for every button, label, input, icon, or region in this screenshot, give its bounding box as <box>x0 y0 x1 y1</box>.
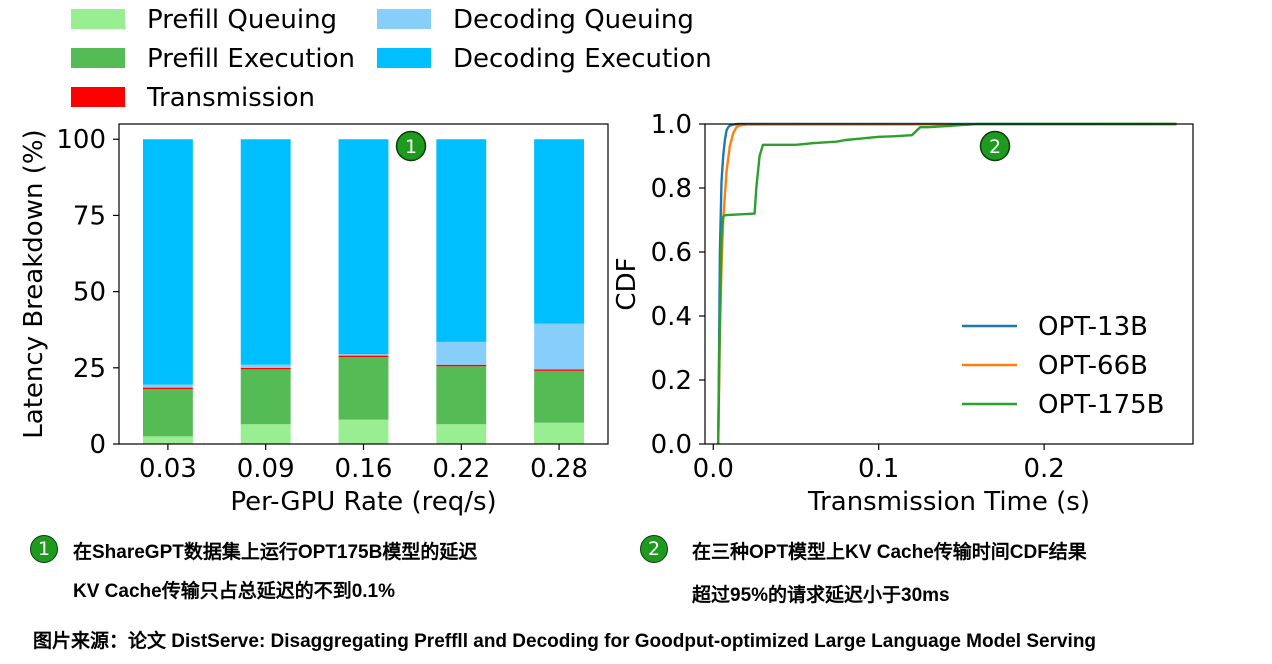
legend-swatch-0 <box>71 9 125 29</box>
bar-chart-ylabel: Latency Breakdown (%) <box>19 129 49 438</box>
cdf-y-tick-label-4: 0.8 <box>651 174 692 204</box>
stacked-bar-chart: 0.03 0.09 0.16 0.22 0.28 0 25 50 75 100 Per-GPU Ra… <box>19 123 609 517</box>
y-tick-label-1: 25 <box>73 354 106 384</box>
bar-0.28-prefill-execution <box>534 370 585 423</box>
bar-0.28-transmission <box>534 369 585 371</box>
cdf-y-tick-label-0: 0.0 <box>651 430 692 460</box>
bar-chart-frame <box>118 123 609 445</box>
x-tick-label-0: 0.03 <box>139 454 197 484</box>
figure-canvas: Prefill Queuing Decoding Queuing Prefill E… <box>19 5 1194 517</box>
bar-0.22-prefill-execution <box>436 366 487 425</box>
bar-0.16-prefill-queuing <box>338 419 389 444</box>
annotation-right-line1: 在三种OPT模型上KV Cache传输时间CDF结果 <box>692 542 1087 563</box>
cdf-y-tick-label-3: 0.6 <box>651 238 692 268</box>
cdf-x-tick-label-2: 0.2 <box>1023 454 1064 484</box>
legend-swatch-3 <box>377 48 431 68</box>
cdf-legend-label-0: OPT-13B <box>1038 312 1148 342</box>
bar-0.16-decoding-execution <box>338 139 389 355</box>
cdf-y-tick-label-5: 1.0 <box>651 110 692 140</box>
bar-0.09-transmission <box>240 367 291 370</box>
x-tick-label-1: 0.09 <box>237 454 295 484</box>
badge-2-icon: 2 <box>640 535 668 563</box>
legend-label-4: Transmission <box>146 83 315 113</box>
chart-badge-2-icon: 2 <box>979 130 1011 162</box>
bar-0.03-transmission <box>142 387 193 390</box>
bar-0.16-transmission <box>338 355 389 358</box>
bar-0.22-decoding-execution <box>436 139 487 342</box>
bar-0.03-decoding-execution <box>142 139 193 385</box>
cdf-legend-label-1: OPT-66B <box>1038 351 1148 381</box>
legend-label-1: Decoding Queuing <box>453 5 694 35</box>
chart-badge-1-icon: 1 <box>395 130 427 162</box>
x-tick-label-2: 0.16 <box>335 454 393 484</box>
legend-swatch-2 <box>71 48 125 68</box>
x-tick-label-3: 0.22 <box>432 454 490 484</box>
chart-badge-2-text: 2 <box>989 136 1001 158</box>
cdf-x-tick-label-0: 0.0 <box>693 454 734 484</box>
bar-0.03-decoding-queuing <box>142 384 193 388</box>
legend-label-0: Prefill Queuing <box>147 5 337 35</box>
bar-0.09-prefill-execution <box>240 369 291 425</box>
cdf-chart-frame <box>704 123 1194 445</box>
bar-0.03-prefill-queuing <box>142 436 193 444</box>
legend: Prefill Queuing Decoding Queuing Prefill E… <box>71 5 712 113</box>
legend-swatch-1 <box>377 9 431 29</box>
figure-source: 图片来源：论文 DistServe: Disaggregating Preffl… <box>33 631 1097 652</box>
annotation-left-line2: KV Cache传输只占总延迟的不到0.1% <box>73 581 396 602</box>
cdf-x-tick-label-1: 0.1 <box>858 454 899 484</box>
badge-1-icon: 1 <box>30 535 58 563</box>
chart-badge-1-circle <box>395 130 427 162</box>
cdf-y-tick-label-2: 0.4 <box>651 302 692 332</box>
y-tick-label-3: 75 <box>73 201 106 231</box>
chart-badge-2-circle <box>979 130 1011 162</box>
cdf-line-chart: 0.0 0.1 0.2 0.0 0.2 0.4 0.6 0.8 1.0 Transmission … <box>612 110 1194 517</box>
bar-0.28-decoding-queuing <box>534 323 585 370</box>
y-tick-label-4: 100 <box>56 125 106 155</box>
legend-label-3: Decoding Execution <box>453 44 712 74</box>
bar-0.09-decoding-queuing <box>240 364 291 368</box>
x-tick-label-4: 0.28 <box>530 454 588 484</box>
bar-0.28-prefill-queuing <box>534 422 585 444</box>
bar-0.22-transmission <box>436 364 487 367</box>
bar-0.03-prefill-execution <box>142 389 193 437</box>
y-tick-label-2: 50 <box>73 278 106 308</box>
annotation-left-line1: 在ShareGPT数据集上运行OPT175B模型的延迟 <box>73 542 478 563</box>
bar-0.28-decoding-execution <box>534 139 585 324</box>
bar-0.22-prefill-queuing <box>436 424 487 444</box>
cdf-y-tick-label-1: 0.2 <box>651 366 692 396</box>
cdf-chart-ylabel: CDF <box>612 257 642 310</box>
bar-0.09-decoding-execution <box>240 139 291 365</box>
annotation-right-line2: 超过95%的请求延迟小于30ms <box>692 585 950 606</box>
bar-chart-xlabel: Per-GPU Rate (req/s) <box>230 487 496 517</box>
legend-label-2: Prefill Execution <box>147 44 355 74</box>
bar-0.09-prefill-queuing <box>240 424 291 444</box>
bar-0.22-decoding-queuing <box>436 341 487 365</box>
cdf-chart-xlabel: Transmission Time (s) <box>807 487 1090 517</box>
y-tick-label-0: 0 <box>89 430 106 460</box>
chart-badge-1-text: 1 <box>405 136 417 158</box>
cdf-line-opt-175b <box>717 122 1177 445</box>
legend-swatch-4 <box>71 87 125 107</box>
bar-0.16-prefill-execution <box>338 357 389 420</box>
bar-0.16-decoding-queuing <box>338 354 389 356</box>
cdf-legend-label-2: OPT-175B <box>1038 390 1164 420</box>
